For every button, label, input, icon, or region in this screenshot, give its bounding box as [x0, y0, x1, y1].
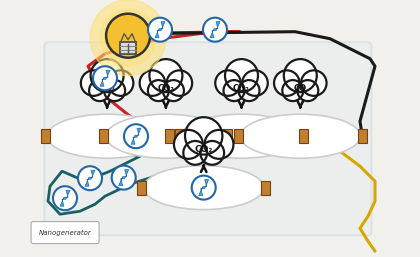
- Circle shape: [215, 70, 241, 96]
- FancyBboxPatch shape: [358, 129, 367, 143]
- Ellipse shape: [240, 114, 360, 158]
- Ellipse shape: [144, 166, 264, 210]
- Circle shape: [78, 166, 102, 190]
- Circle shape: [297, 80, 318, 101]
- FancyBboxPatch shape: [41, 129, 50, 143]
- Circle shape: [90, 0, 166, 76]
- Circle shape: [112, 166, 136, 190]
- Polygon shape: [119, 170, 129, 186]
- Circle shape: [282, 80, 303, 101]
- FancyBboxPatch shape: [44, 42, 372, 235]
- Text: CO₂: CO₂: [233, 84, 250, 93]
- Ellipse shape: [47, 114, 167, 158]
- Circle shape: [225, 59, 258, 92]
- Circle shape: [81, 70, 106, 96]
- Circle shape: [167, 70, 192, 96]
- Text: Nanogenerator: Nanogenerator: [39, 230, 92, 236]
- Circle shape: [284, 59, 317, 92]
- Polygon shape: [199, 180, 209, 196]
- Circle shape: [93, 66, 117, 90]
- Circle shape: [53, 186, 77, 210]
- FancyBboxPatch shape: [234, 129, 243, 143]
- Polygon shape: [85, 170, 95, 186]
- Circle shape: [89, 80, 110, 101]
- Circle shape: [139, 70, 165, 96]
- Circle shape: [174, 130, 203, 159]
- Circle shape: [148, 80, 169, 101]
- Circle shape: [239, 80, 260, 101]
- Circle shape: [192, 176, 216, 200]
- Circle shape: [91, 59, 123, 92]
- Text: CO₂: CO₂: [158, 84, 174, 93]
- Circle shape: [150, 59, 182, 92]
- Circle shape: [124, 124, 148, 148]
- Ellipse shape: [106, 114, 226, 158]
- FancyBboxPatch shape: [31, 222, 99, 244]
- Circle shape: [100, 10, 156, 66]
- Circle shape: [200, 141, 224, 165]
- FancyBboxPatch shape: [175, 129, 184, 143]
- FancyBboxPatch shape: [223, 129, 232, 143]
- Circle shape: [203, 18, 227, 42]
- Circle shape: [223, 80, 244, 101]
- Circle shape: [274, 70, 299, 96]
- Polygon shape: [155, 22, 165, 38]
- Circle shape: [205, 130, 234, 159]
- Circle shape: [104, 80, 125, 101]
- FancyBboxPatch shape: [137, 181, 146, 195]
- Circle shape: [108, 70, 134, 96]
- Circle shape: [163, 80, 184, 101]
- Circle shape: [242, 70, 268, 96]
- Polygon shape: [100, 70, 110, 86]
- Circle shape: [106, 14, 150, 58]
- FancyBboxPatch shape: [120, 42, 136, 54]
- Circle shape: [301, 70, 327, 96]
- Text: CO: CO: [294, 84, 307, 93]
- Circle shape: [183, 141, 207, 165]
- FancyBboxPatch shape: [100, 129, 108, 143]
- FancyBboxPatch shape: [165, 129, 173, 143]
- FancyBboxPatch shape: [299, 129, 308, 143]
- Circle shape: [148, 18, 172, 42]
- Ellipse shape: [181, 114, 302, 158]
- Circle shape: [185, 117, 223, 154]
- Text: CO₂: CO₂: [194, 145, 213, 154]
- Polygon shape: [210, 22, 220, 38]
- Polygon shape: [131, 128, 141, 144]
- Text: CO₂: CO₂: [99, 84, 116, 93]
- Polygon shape: [60, 190, 70, 206]
- FancyBboxPatch shape: [261, 181, 270, 195]
